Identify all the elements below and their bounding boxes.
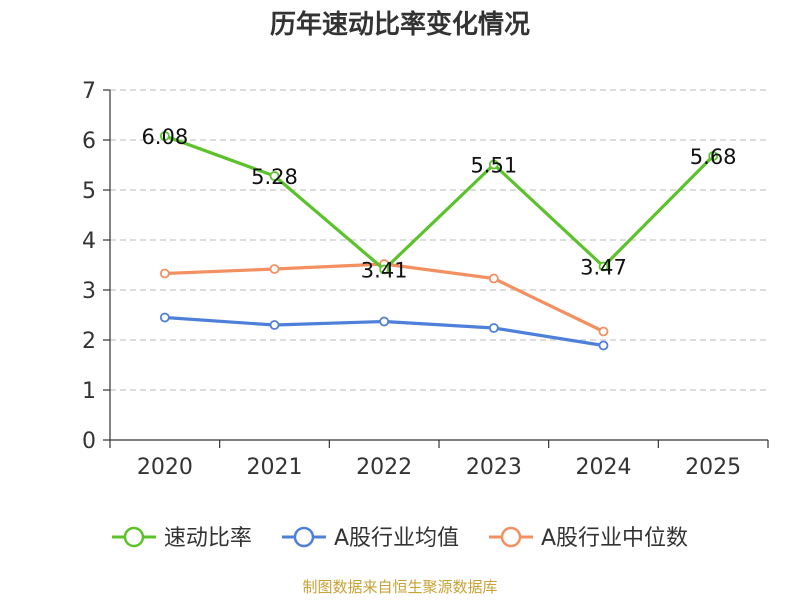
y-tick-label: 1	[82, 379, 96, 404]
legend-label: 速动比率	[164, 526, 252, 551]
legend-item-2[interactable]: A股行业中位数	[489, 526, 688, 551]
data-point-s2-2021	[269, 264, 280, 274]
data-point-s2-2020	[159, 268, 170, 279]
data-point-s2-2024	[598, 326, 609, 337]
data-point-s0-2022	[379, 264, 390, 275]
y-tick-label: 3	[82, 279, 96, 304]
data-label-2023: 5.51	[470, 154, 517, 178]
axes: 0 1 2 3 4 5 6 7 2020 2021 2022 2023 2024 2025	[82, 79, 769, 480]
data-labels: 6.08 5.28 3.41 5.51 3.47 5.68	[141, 125, 736, 283]
y-tick-label: 5	[82, 179, 96, 204]
x-tick-label-2022: 2022	[356, 455, 412, 480]
data-point-s0-2020	[159, 131, 170, 141]
data-point-s0-2025	[708, 151, 719, 161]
x-tick-label-2020: 2020	[137, 455, 193, 480]
data-point-s1-2022	[379, 316, 390, 327]
legend-item-1[interactable]: A股行业均值	[281, 526, 459, 551]
x-tick-label-2025: 2025	[685, 455, 741, 480]
data-label-2024: 3.47	[580, 256, 627, 280]
x-tick-label-2024: 2024	[576, 455, 632, 480]
data-label-2022: 3.41	[361, 259, 408, 283]
legend[interactable]: 速动比率 A股行业均值 A股行业中位数	[111, 526, 688, 551]
data-point-s1-2023	[488, 323, 499, 333]
x-tick-label-2021: 2021	[247, 455, 303, 480]
series-line-0	[163, 134, 715, 272]
legend-marker	[293, 526, 315, 548]
data-point-s0-2023	[488, 159, 499, 170]
y-tick-label: 4	[82, 229, 96, 254]
data-point-s1-2024	[598, 340, 609, 351]
data-point-s0-2021	[269, 171, 280, 181]
legend-label: A股行业均值	[334, 526, 459, 551]
data-label-2020: 6.08	[141, 125, 188, 149]
legend-item-0[interactable]: 速动比率	[111, 526, 252, 551]
data-point-s0-2024	[598, 261, 609, 272]
data-point-s1-2020	[159, 312, 170, 323]
chart-title: 历年速动比率变化情况	[270, 9, 530, 40]
y-tick-label: 7	[82, 79, 96, 104]
legend-marker	[500, 526, 522, 548]
data-point-s1-2021	[269, 320, 280, 330]
legend-label: A股行业中位数	[541, 526, 688, 551]
data-label-2021: 5.28	[251, 165, 298, 189]
y-tick-label: 2	[82, 329, 96, 354]
series-lines	[159, 131, 719, 351]
y-tick-label: 6	[82, 129, 96, 154]
data-label-2025: 5.68	[690, 145, 737, 169]
gridlines	[110, 89, 768, 391]
y-tick-label: 0	[82, 429, 96, 454]
legend-marker	[123, 526, 145, 548]
x-tick-label-2023: 2023	[466, 455, 522, 480]
data-point-s2-2023	[488, 273, 499, 284]
source-note: 制图数据来自恒生聚源数据库	[302, 578, 497, 596]
